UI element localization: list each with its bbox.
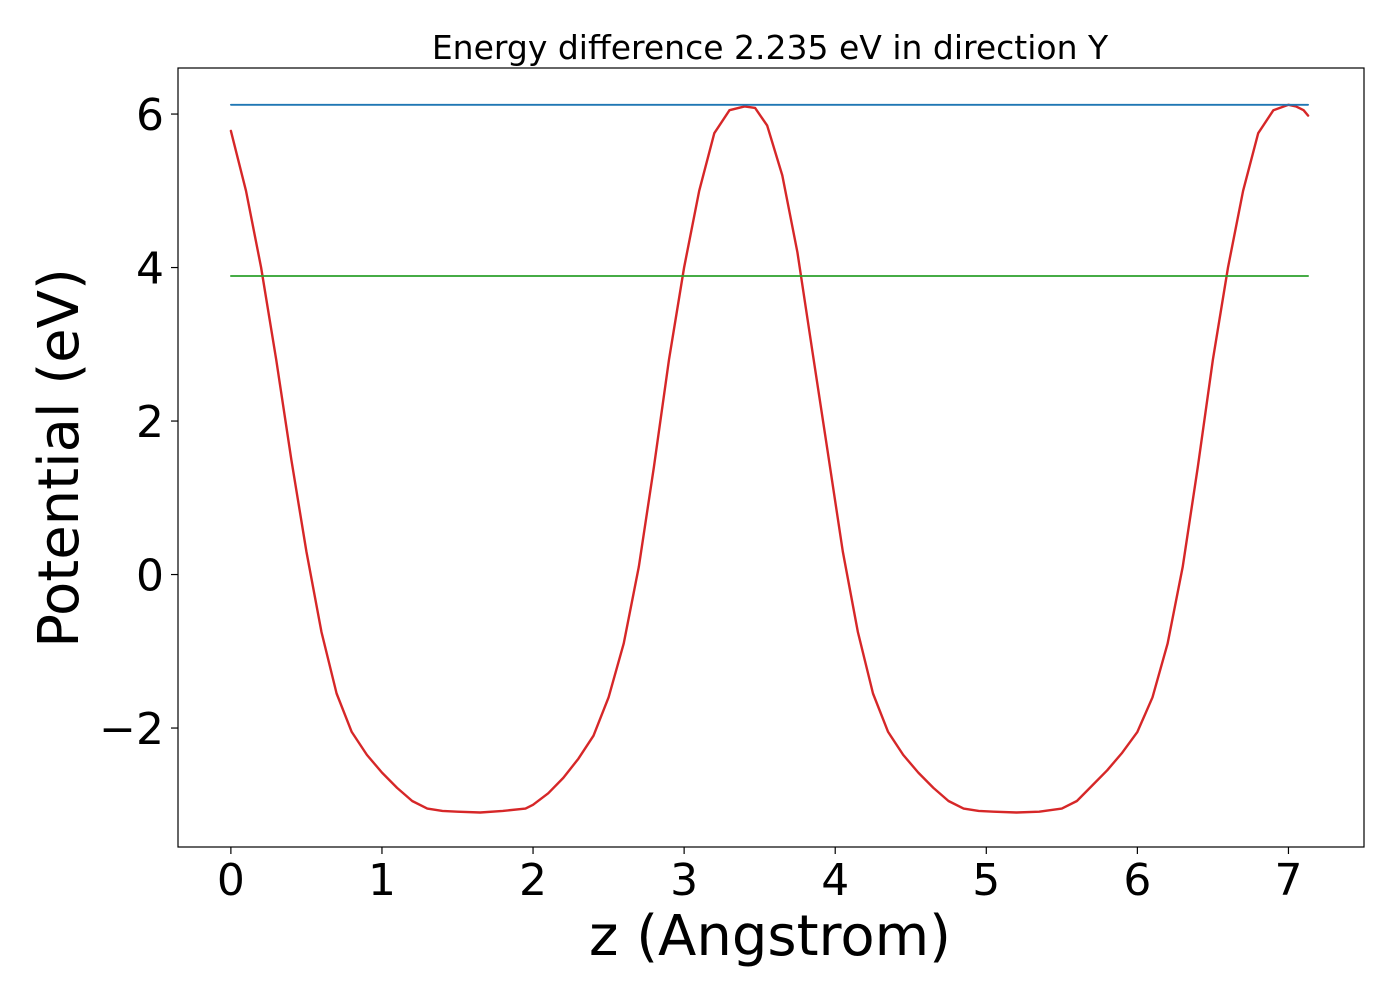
chart-title: Energy difference 2.235 eV in direction … (432, 28, 1109, 67)
series-layer (229, 103, 1310, 814)
y-tick-label: 6 (136, 90, 164, 141)
x-tick-label: 5 (972, 855, 1000, 906)
series-line-0 (229, 103, 1310, 814)
x-axis-label: z (Angstrom) (589, 904, 951, 969)
x-axis: 0 1 2 3 4 5 6 7 (217, 847, 1302, 906)
plot-frame (177, 67, 1365, 848)
x-tick-label: 7 (1274, 855, 1302, 906)
y-tick-label: 4 (136, 244, 164, 295)
x-tick-label: 2 (519, 855, 547, 906)
x-tick-label: 3 (670, 855, 698, 906)
x-tick-label: 0 (217, 855, 245, 906)
y-tick-label: 0 (136, 551, 164, 602)
y-axis-label: Potential (eV) (27, 268, 92, 648)
plot-area (177, 67, 1365, 848)
x-tick-label: 6 (1123, 855, 1151, 906)
y-axis: −2 0 2 4 6 (99, 90, 178, 755)
x-tick-label: 4 (821, 855, 849, 906)
y-tick-label: −2 (99, 704, 164, 755)
y-tick-label: 2 (136, 397, 164, 448)
x-tick-label: 1 (368, 855, 396, 906)
